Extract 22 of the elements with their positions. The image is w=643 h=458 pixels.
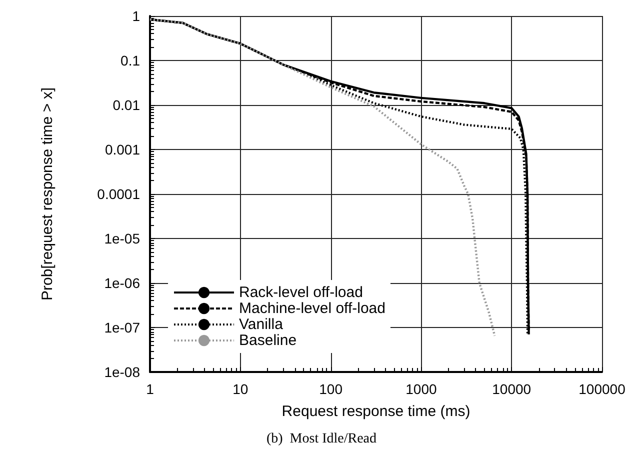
legend-label: Vanilla	[239, 316, 284, 333]
x-tick-label: 1000	[406, 381, 437, 397]
y-tick-label: 1e-05	[104, 230, 140, 246]
x-tick-label: 1	[146, 381, 154, 397]
legend-label: Baseline	[239, 332, 297, 349]
x-tick-label: 100000	[578, 381, 626, 397]
x-tick-label: 10000	[492, 381, 532, 397]
y-axis-title: Prob[request response time > x]	[39, 87, 56, 301]
y-tick-label: 1e-07	[104, 320, 140, 336]
legend-label: Machine-level off-load	[239, 300, 386, 317]
y-tick-label: 0.1	[120, 52, 140, 68]
text: (b) Most Idle/Read	[266, 432, 377, 446]
y-tick-label: 1e-06	[104, 275, 140, 291]
legend-label: Rack-level off-load	[239, 284, 363, 301]
y-tick-label: 1e-08	[104, 364, 140, 380]
y-tick-label: 0.0001	[97, 186, 140, 202]
x-axis-title: Request response time (ms)	[282, 403, 470, 420]
y-tick-label: 0.001	[104, 142, 140, 158]
x-tick-label: 100	[319, 381, 343, 397]
x-tick-label: 10	[232, 381, 248, 397]
y-tick-label: 0.01	[112, 97, 140, 113]
y-tick-label: 1	[132, 8, 140, 24]
